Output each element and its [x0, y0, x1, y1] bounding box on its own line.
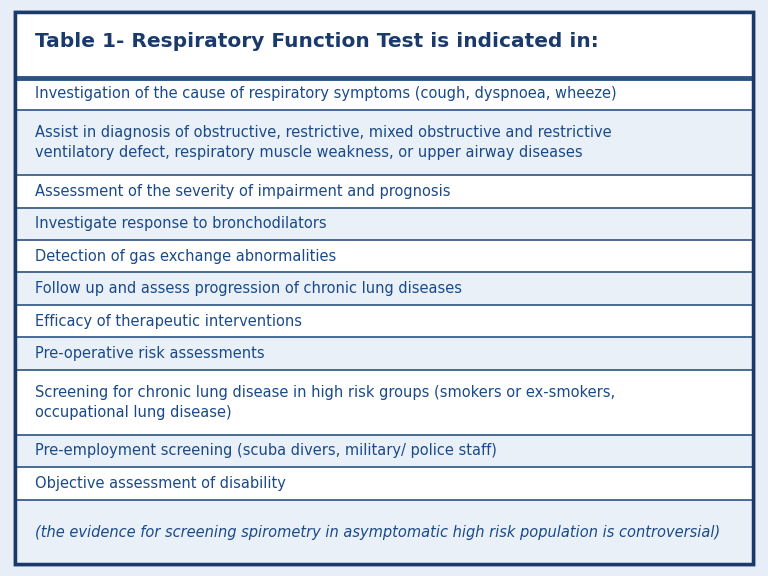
- FancyBboxPatch shape: [15, 78, 753, 110]
- FancyBboxPatch shape: [15, 435, 753, 467]
- FancyBboxPatch shape: [15, 499, 753, 564]
- Text: Investigation of the cause of respiratory symptoms (cough, dyspnoea, wheeze): Investigation of the cause of respirator…: [35, 86, 616, 101]
- FancyBboxPatch shape: [15, 467, 753, 499]
- Text: Investigate response to bronchodilators: Investigate response to bronchodilators: [35, 216, 326, 232]
- Text: Assist in diagnosis of obstructive, restrictive, mixed obstructive and restricti: Assist in diagnosis of obstructive, rest…: [35, 125, 611, 160]
- Text: Detection of gas exchange abnormalities: Detection of gas exchange abnormalities: [35, 249, 336, 264]
- Text: Screening for chronic lung disease in high risk groups (smokers or ex-smokers,
o: Screening for chronic lung disease in hi…: [35, 385, 614, 420]
- FancyBboxPatch shape: [15, 207, 753, 240]
- FancyBboxPatch shape: [15, 272, 753, 305]
- FancyBboxPatch shape: [15, 12, 753, 78]
- FancyBboxPatch shape: [15, 338, 753, 370]
- Text: Follow up and assess progression of chronic lung diseases: Follow up and assess progression of chro…: [35, 281, 462, 296]
- Text: Objective assessment of disability: Objective assessment of disability: [35, 476, 286, 491]
- FancyBboxPatch shape: [15, 110, 753, 175]
- FancyBboxPatch shape: [15, 305, 753, 338]
- Text: Efficacy of therapeutic interventions: Efficacy of therapeutic interventions: [35, 313, 302, 329]
- Text: Pre-employment screening (scuba divers, military/ police staff): Pre-employment screening (scuba divers, …: [35, 444, 496, 458]
- Text: Table 1- Respiratory Function Test is indicated in:: Table 1- Respiratory Function Test is in…: [35, 32, 598, 51]
- FancyBboxPatch shape: [15, 12, 753, 564]
- Text: Assessment of the severity of impairment and prognosis: Assessment of the severity of impairment…: [35, 184, 450, 199]
- FancyBboxPatch shape: [15, 175, 753, 207]
- Text: (the evidence for screening spirometry in asymptomatic high risk population is c: (the evidence for screening spirometry i…: [35, 525, 720, 540]
- FancyBboxPatch shape: [15, 370, 753, 435]
- FancyBboxPatch shape: [15, 240, 753, 272]
- Text: Pre-operative risk assessments: Pre-operative risk assessments: [35, 346, 264, 361]
